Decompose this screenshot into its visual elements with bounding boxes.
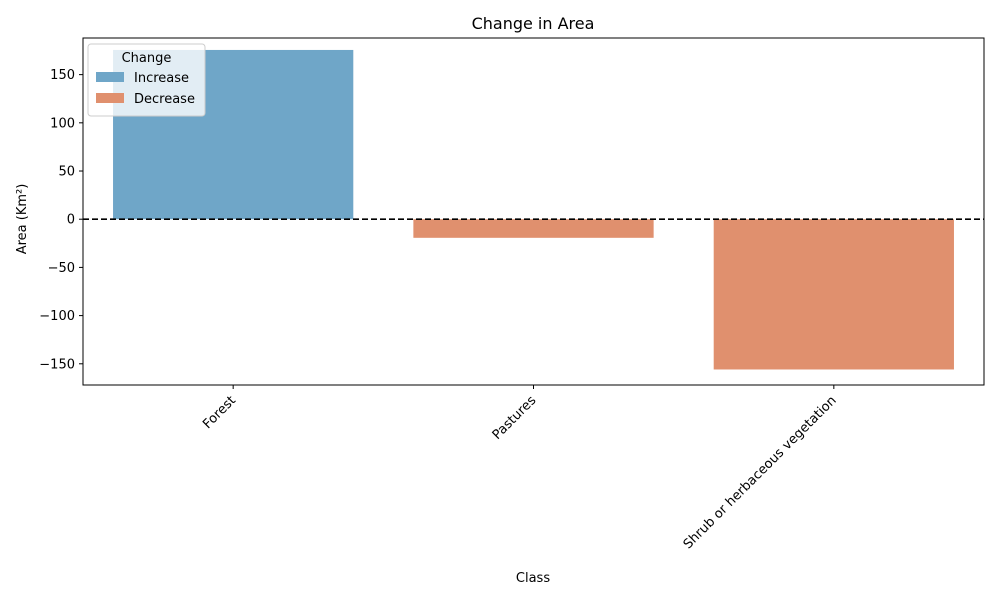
y-tick-label: 150 [50, 68, 75, 83]
legend: Change Increase Decrease [87, 43, 206, 117]
x-axis-label: Class [516, 571, 550, 586]
y-tick-label: −50 [48, 261, 75, 276]
chart-title: Change in Area [472, 14, 595, 33]
y-tick-label: 50 [58, 165, 75, 180]
legend-swatch [96, 93, 124, 103]
legend-entry-label: Decrease [134, 92, 195, 107]
bar-pastures [413, 219, 654, 238]
bar-shrub-or-herbaceous-vegetation [713, 219, 954, 370]
y-tick-label: 0 [67, 213, 75, 228]
legend-entry-label: Increase [134, 71, 189, 86]
y-tick-label: −100 [39, 309, 75, 324]
legend-title: Change [122, 51, 172, 66]
y-tick-label: 100 [50, 116, 75, 131]
y-axis-label: Area (Km²) [15, 184, 30, 255]
legend-swatch [96, 72, 124, 82]
y-tick-label: −150 [39, 357, 75, 372]
